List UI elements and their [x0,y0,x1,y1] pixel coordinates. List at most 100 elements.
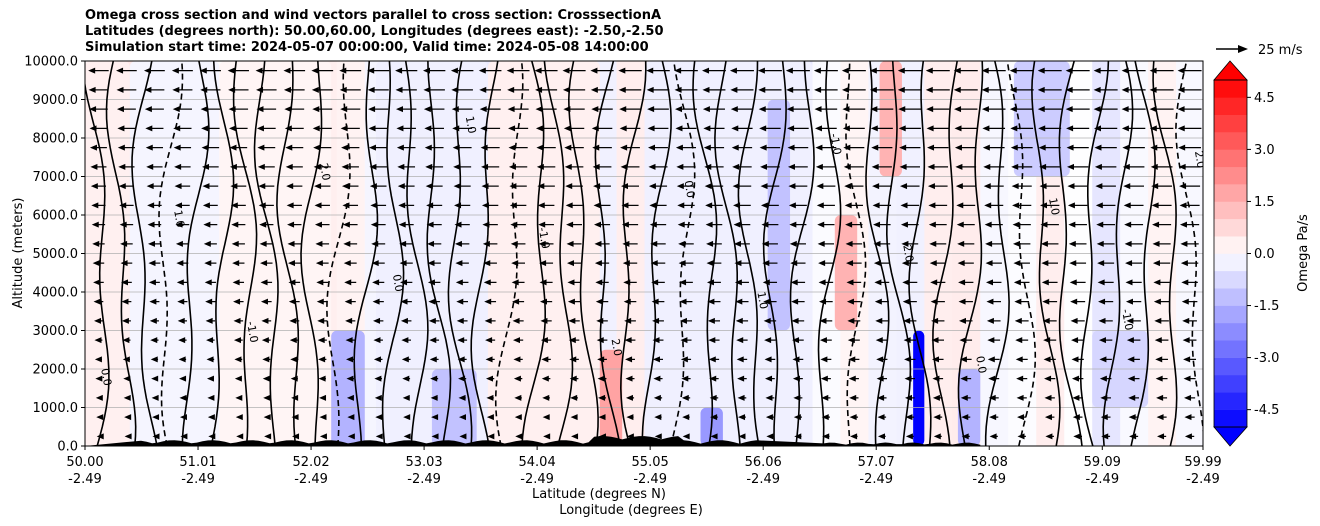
wind-vector-head [1183,375,1191,382]
wind-vector-head [399,240,407,247]
contour-label: 2.0 [1192,150,1208,169]
wind-vector-head [236,433,244,440]
wind-vector-head [598,394,606,401]
wind-vector-head [1096,240,1104,247]
wind-vector-head [227,67,235,74]
wind-vector-head [1099,375,1107,382]
wind-vector-head [1014,298,1022,305]
wind-vectors [88,67,1202,440]
wind-vector-head [539,260,547,267]
wind-vector-head [869,86,877,93]
wind-vector-head [1015,356,1023,363]
wind-vector-head [873,221,881,228]
wind-vector-head [1011,183,1019,190]
wind-vector-head [734,279,742,286]
wind-vector-head [512,298,520,305]
wind-vector-head [290,375,298,382]
wind-vector-head [429,337,437,344]
wind-vector-head [91,202,99,209]
wind-vector-head [817,221,825,228]
wind-vector-head [345,337,353,344]
wind-vector-head [877,394,885,401]
wind-vector-head [1126,317,1134,324]
wind-vector-head [1122,163,1130,170]
wind-vector-head [427,240,435,247]
contour-zero [865,61,890,446]
wind-vector-head [675,125,683,132]
wind-vector-head [675,106,683,113]
colorbar-band [1214,166,1247,185]
wind-vector-head [846,279,854,286]
colorbar-bands [1214,80,1247,428]
wind-vector-head [1181,298,1189,305]
wind-vector-head [117,125,125,132]
wind-vector-head [595,298,603,305]
wind-vector-head [984,221,992,228]
wind-vector-head [202,163,210,170]
wind-vector-head [765,375,773,382]
wind-vector-head [233,337,241,344]
colorbar-extend-min [1213,426,1248,447]
wind-vector-head [1184,433,1192,440]
wind-vector-head [451,106,459,113]
wind-vector-head [179,394,187,401]
wind-vector-head [707,317,715,324]
wind-vector-head [872,183,880,190]
wind-vector-head [1065,67,1073,74]
colorbar-label: Omega Pa/s [1296,214,1311,292]
wind-vector-head [982,125,990,132]
wind-vector-head [257,163,265,170]
wind-vector-head [814,125,822,132]
wind-vector-head [845,221,853,228]
wind-vector-head [318,375,326,382]
wind-vector-head [1073,433,1081,440]
wind-vector-head [341,163,349,170]
wind-vector-head [702,106,710,113]
wind-vector-head [903,337,911,344]
wind-vector-head [1015,337,1023,344]
wind-vector-head [676,183,684,190]
wind-vector-head [732,183,740,190]
wind-vector-head [229,144,237,151]
contour-zero [567,61,599,446]
wind-vector-head [343,260,351,267]
contour-negative [670,61,696,446]
wind-vector-head [122,337,130,344]
wind-vector-head [400,298,408,305]
omega-region [599,349,623,446]
colorbar-band [1214,392,1247,410]
wind-vector-head [285,163,293,170]
wind-vector-head [287,240,295,247]
wind-vector-head [706,240,714,247]
wind-vector-head [285,144,293,151]
contour-zero [253,61,279,446]
wind-vector-head [395,67,403,74]
contour-zero [1079,61,1110,446]
wind-vector-head [1072,414,1080,421]
wind-vector-head [761,240,769,247]
colorbar-tick-label: 1.5 [1254,195,1275,210]
wind-vector-head [346,356,354,363]
wind-vector-head [1121,86,1129,93]
wind-vector-head [927,183,935,190]
colorbar-ticks: -4.5 -3.0 -1.5 0.0 1.5 3.0 4.5 [1247,91,1279,418]
wind-vector-head [843,144,851,151]
wind-vector-head [988,394,996,401]
wind-vector-head [787,163,795,170]
wind-vector-head [875,337,883,344]
wind-vector-head [897,67,905,74]
plot-area: 0.01.0-1.02.00.01.0-1.02.00.01.0-1.02.00… [84,60,1208,447]
wind-vector-head [624,317,632,324]
x-tick-label-lon: -2.49 [633,472,667,487]
wind-vector-head [816,202,824,209]
colorbar-band [1214,253,1247,272]
wind-vector-head [175,221,183,228]
wind-vector-head [954,144,962,151]
wind-vector-head [230,202,238,209]
wind-vector-head [625,394,633,401]
wind-vector-head [1038,125,1046,132]
wind-vector-head [1093,86,1101,93]
wind-vector-head [538,221,546,228]
wind-vector-head [454,202,462,209]
wind-vector-head [373,337,381,344]
